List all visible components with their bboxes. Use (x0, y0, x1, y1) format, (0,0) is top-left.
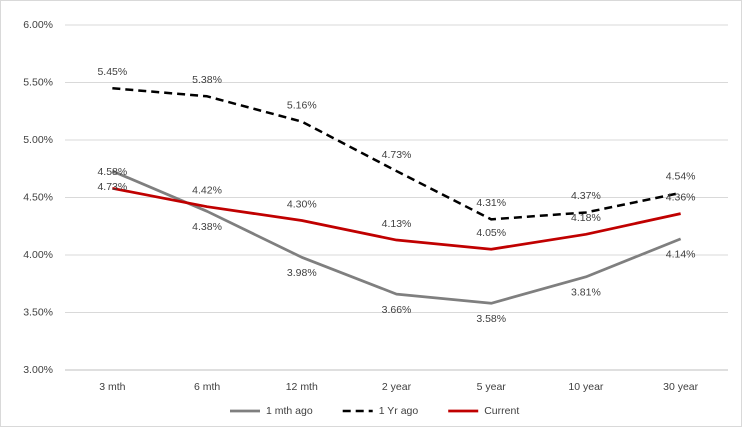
series-line (112, 186, 681, 251)
y-tick-label: 4.00% (23, 249, 53, 261)
series-line (111, 169, 682, 305)
x-tick-label: 10 year (568, 381, 604, 393)
y-tick-label: 6.00% (23, 19, 53, 31)
data-label: 4.05% (476, 227, 506, 239)
data-label: 4.18% (571, 212, 601, 224)
data-label: 5.16% (287, 99, 317, 111)
data-label: 4.73% (382, 149, 412, 161)
data-label: 4.36% (666, 191, 696, 203)
x-tick-label: 3 mth (99, 381, 125, 393)
y-tick-label: 5.50% (23, 76, 53, 88)
data-label: 3.81% (571, 287, 601, 299)
y-tick-label: 5.00% (23, 134, 53, 146)
x-tick-label: 30 year (663, 381, 699, 393)
data-label: 4.42% (192, 184, 222, 196)
legend-label: 1 mth ago (266, 405, 313, 417)
x-tick-label: 6 mth (194, 381, 220, 393)
data-label: 4.31% (476, 197, 506, 209)
y-tick-label: 3.00% (23, 364, 53, 376)
data-label: 4.14% (666, 249, 696, 261)
data-label: 3.66% (382, 304, 412, 316)
data-label: 4.58% (97, 166, 127, 178)
legend-label: Current (484, 405, 519, 417)
data-label: 4.37% (571, 190, 601, 202)
x-tick-label: 5 year (477, 381, 507, 393)
y-tick-label: 4.50% (23, 191, 53, 203)
x-tick-label: 12 mth (286, 381, 318, 393)
series-line (112, 87, 681, 221)
data-label: 3.58% (476, 313, 506, 325)
data-label: 3.98% (287, 267, 317, 279)
data-label: 4.73% (97, 181, 127, 193)
data-label: 4.54% (666, 171, 696, 183)
data-label: 5.38% (192, 74, 222, 86)
legend-label: 1 Yr ago (379, 405, 419, 417)
x-tick-label: 2 year (382, 381, 412, 393)
data-label: 4.38% (192, 221, 222, 233)
y-tick-label: 3.50% (23, 306, 53, 318)
data-label: 5.45% (97, 66, 127, 78)
data-label: 4.30% (287, 198, 317, 210)
data-label: 4.13% (382, 218, 412, 230)
